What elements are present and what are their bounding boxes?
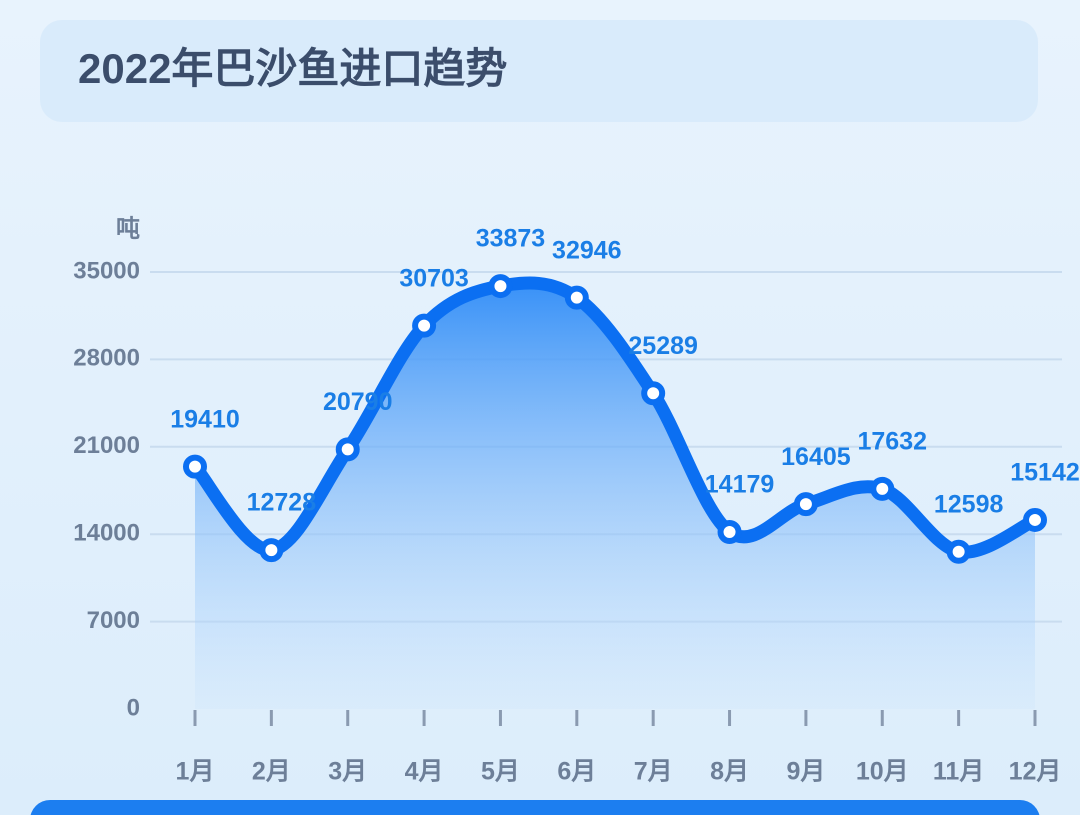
x-tick-label: 7月 [634, 758, 673, 786]
data-label: 32946 [552, 236, 622, 264]
point [946, 539, 971, 564]
data-label: 25289 [628, 332, 698, 360]
y-tick-label: 0 [127, 694, 140, 721]
x-tick-label: 9月 [786, 758, 825, 786]
y-tick-label: 14000 [73, 520, 140, 547]
data-label: 20790 [323, 388, 393, 416]
y-axis-label: 吨 [116, 215, 140, 242]
x-tick-label: 10月 [856, 758, 909, 786]
y-tick-label: 7000 [87, 607, 140, 634]
data-label: 19410 [170, 405, 240, 433]
point [488, 274, 513, 299]
x-tick-label: 3月 [328, 758, 367, 786]
point [870, 476, 895, 501]
data-label: 15142 [1010, 459, 1080, 487]
x-tick-label: 12月 [1009, 758, 1062, 786]
data-label: 16405 [781, 443, 851, 471]
area [195, 282, 1035, 709]
x-tick-label: 11月 [933, 758, 984, 786]
point [717, 519, 742, 544]
point [793, 492, 818, 517]
point [564, 285, 589, 310]
point [259, 538, 284, 563]
data-label: 14179 [705, 471, 775, 499]
x-tick-label: 5月 [481, 758, 520, 786]
x-tick-label: 1月 [176, 758, 215, 786]
x-tick-label: 2月 [252, 758, 291, 786]
data-label: 12598 [934, 490, 1004, 518]
y-tick-label: 28000 [73, 345, 140, 372]
point [183, 454, 207, 479]
data-label: 30703 [399, 264, 469, 292]
y-tick-label: 35000 [73, 257, 140, 284]
x-tick-label: 6月 [557, 758, 596, 786]
point [641, 381, 666, 406]
chart-title: 2022年巴沙鱼进口趋势 [78, 45, 507, 92]
point [1023, 507, 1047, 532]
point [335, 437, 360, 462]
data-label: 33873 [476, 225, 546, 253]
point [412, 313, 437, 338]
x-tick-label: 4月 [405, 758, 444, 786]
x-tick-label: 8月 [710, 758, 749, 786]
data-label: 17632 [858, 427, 928, 455]
data-label: 12728 [247, 489, 317, 517]
y-tick-label: 21000 [73, 432, 140, 459]
bottom-bar [30, 800, 1040, 815]
title-box [40, 20, 1038, 122]
